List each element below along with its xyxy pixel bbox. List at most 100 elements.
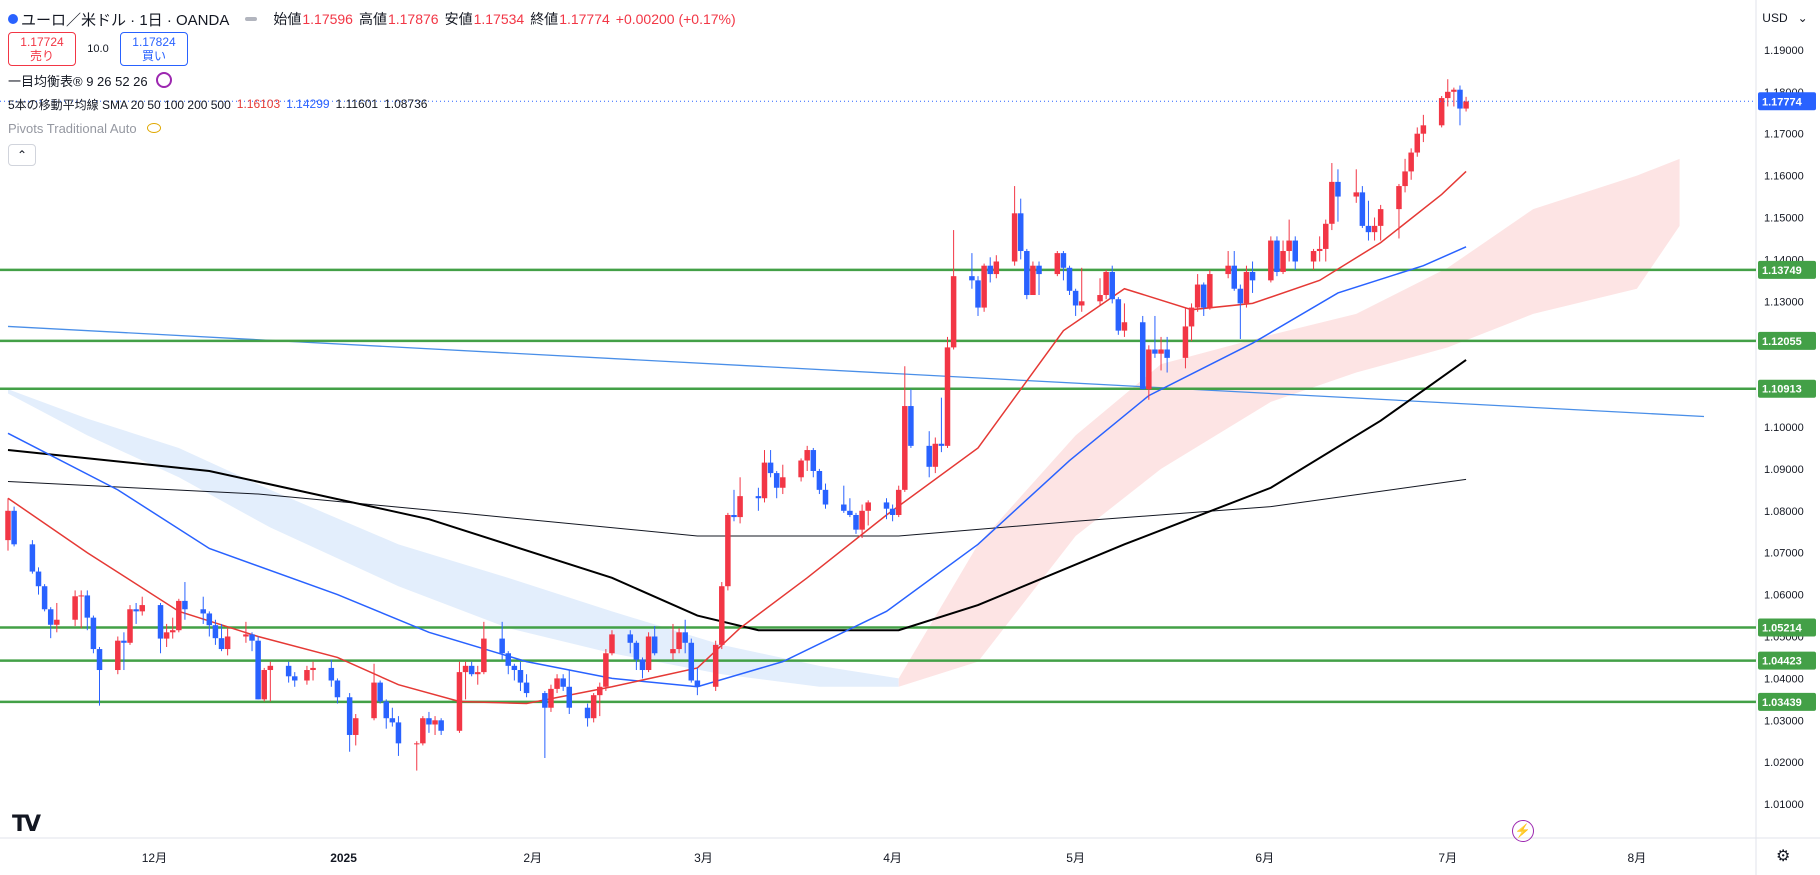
y-tick-label: 1.13000 [1764,296,1804,308]
candle-body [554,678,560,689]
candle-body [1152,349,1158,354]
candle-body [1011,213,1018,262]
sell-label: 売り [29,49,54,63]
candle-body [304,670,310,681]
visibility-icon[interactable] [245,17,258,21]
spread-value: 10.0 [87,43,109,55]
candle-body [1060,253,1067,268]
candle-body [590,695,597,719]
candle-body [1274,240,1280,272]
x-tick-label: 6月 [1255,851,1274,865]
candle-body [1097,295,1103,302]
level-price-label: 1.13749 [1762,265,1802,277]
sma200-line [7,478,1467,537]
pivots-indicator[interactable]: Pivots Traditional Auto [8,116,736,140]
chevron-down-icon: ⌄ [1797,11,1808,25]
ma-value-50: 1.14299 [286,97,330,111]
candle-body [47,609,54,625]
collapse-legend-button[interactable]: ⌃ [8,144,36,166]
low-label: 安値 [444,11,473,27]
level-price-tag [1758,331,1816,350]
candle-body [889,508,896,515]
candle-body [853,514,859,530]
candle-body [542,693,548,708]
candle-body [133,609,139,612]
candle-body [651,636,658,654]
level-price-tag [1758,692,1816,711]
candle-body [609,634,615,654]
candle-body [1225,265,1231,275]
candle-body [908,406,914,446]
candle-body [1463,101,1469,109]
candle-body [1158,349,1164,354]
candle-body [224,636,231,650]
y-tick-label: 1.03000 [1764,715,1804,727]
pivots-label: Pivots Traditional Auto [8,120,137,136]
y-tick-label: 1.02000 [1764,757,1804,769]
candle-body [249,634,255,641]
symbol-title[interactable]: ユーロ／米ドル · 1日 · OANDA [21,11,230,29]
gear-icon[interactable]: ⚙ [1776,848,1791,865]
y-tick-label: 1.19000 [1764,45,1804,57]
sma20-line [7,170,1467,705]
candle-body [987,265,993,275]
candle-body [200,609,206,614]
close-label: 終値 [530,11,559,27]
y-tick-label: 1.04000 [1764,673,1804,685]
level-price-tag [1758,260,1816,279]
candle-body [41,586,48,610]
currency-selector[interactable]: USD ⌄ [1752,2,1818,34]
candle-body [731,514,737,518]
candle-body [804,450,810,461]
candle-body [560,678,566,687]
ma-label: 5本の移動平均線 SMA 20 50 100 200 500 [8,97,231,112]
level-price-label: 1.03439 [1762,697,1802,709]
candle-body [1237,288,1244,304]
candle-body [328,667,335,681]
buy-button[interactable]: 1.17824 買い [120,32,188,66]
candle-body [902,406,908,490]
x-tick-label: 3月 [694,851,713,865]
candle-body [1103,271,1109,296]
level-price-tag [1758,618,1816,637]
candle-body [822,489,829,505]
level-price-label: 1.05214 [1762,623,1803,635]
candle-body [1371,225,1378,233]
candle-body [1329,181,1335,224]
candle-body [1194,284,1201,308]
candle-body [212,625,219,639]
buy-label: 買い [141,49,166,63]
last-price-label: 1.17774 [1762,96,1803,108]
candle-body [1438,98,1445,126]
candle-body [773,473,780,488]
candle-body [810,450,817,471]
lightning-icon[interactable]: ⚡ [1512,820,1534,842]
candle-body [78,595,84,597]
candle-body [981,265,987,308]
candle-body [1036,265,1042,275]
y-tick-label: 1.16000 [1764,171,1804,183]
ma-indicator[interactable]: 5本の移動平均線 SMA 20 50 100 200 500 1.16103 1… [8,92,736,116]
sell-button[interactable]: 1.17724 売り [8,32,76,66]
ichimoku-indicator[interactable]: 一目均衡表® 9 26 52 26 [8,68,736,92]
candle-body [499,638,505,654]
hidden-eye-icon[interactable] [146,123,161,133]
candle-body [371,682,377,719]
chevron-up-icon: ⌃ [16,148,28,162]
symbol-icon [8,14,18,24]
candle-body [1445,91,1451,99]
candle-body [426,718,432,725]
candle-body [255,640,261,700]
candle-body [29,544,36,572]
tradingview-logo[interactable]: TV [12,812,41,837]
candle-body [182,600,188,610]
candle-body [944,347,951,446]
candle-body [475,672,481,675]
candle-body [1207,274,1213,308]
buy-price: 1.17824 [132,35,176,49]
candle-body [505,653,512,666]
candle-body [291,676,298,681]
candle-body [548,688,554,708]
candle-body [1414,133,1421,153]
